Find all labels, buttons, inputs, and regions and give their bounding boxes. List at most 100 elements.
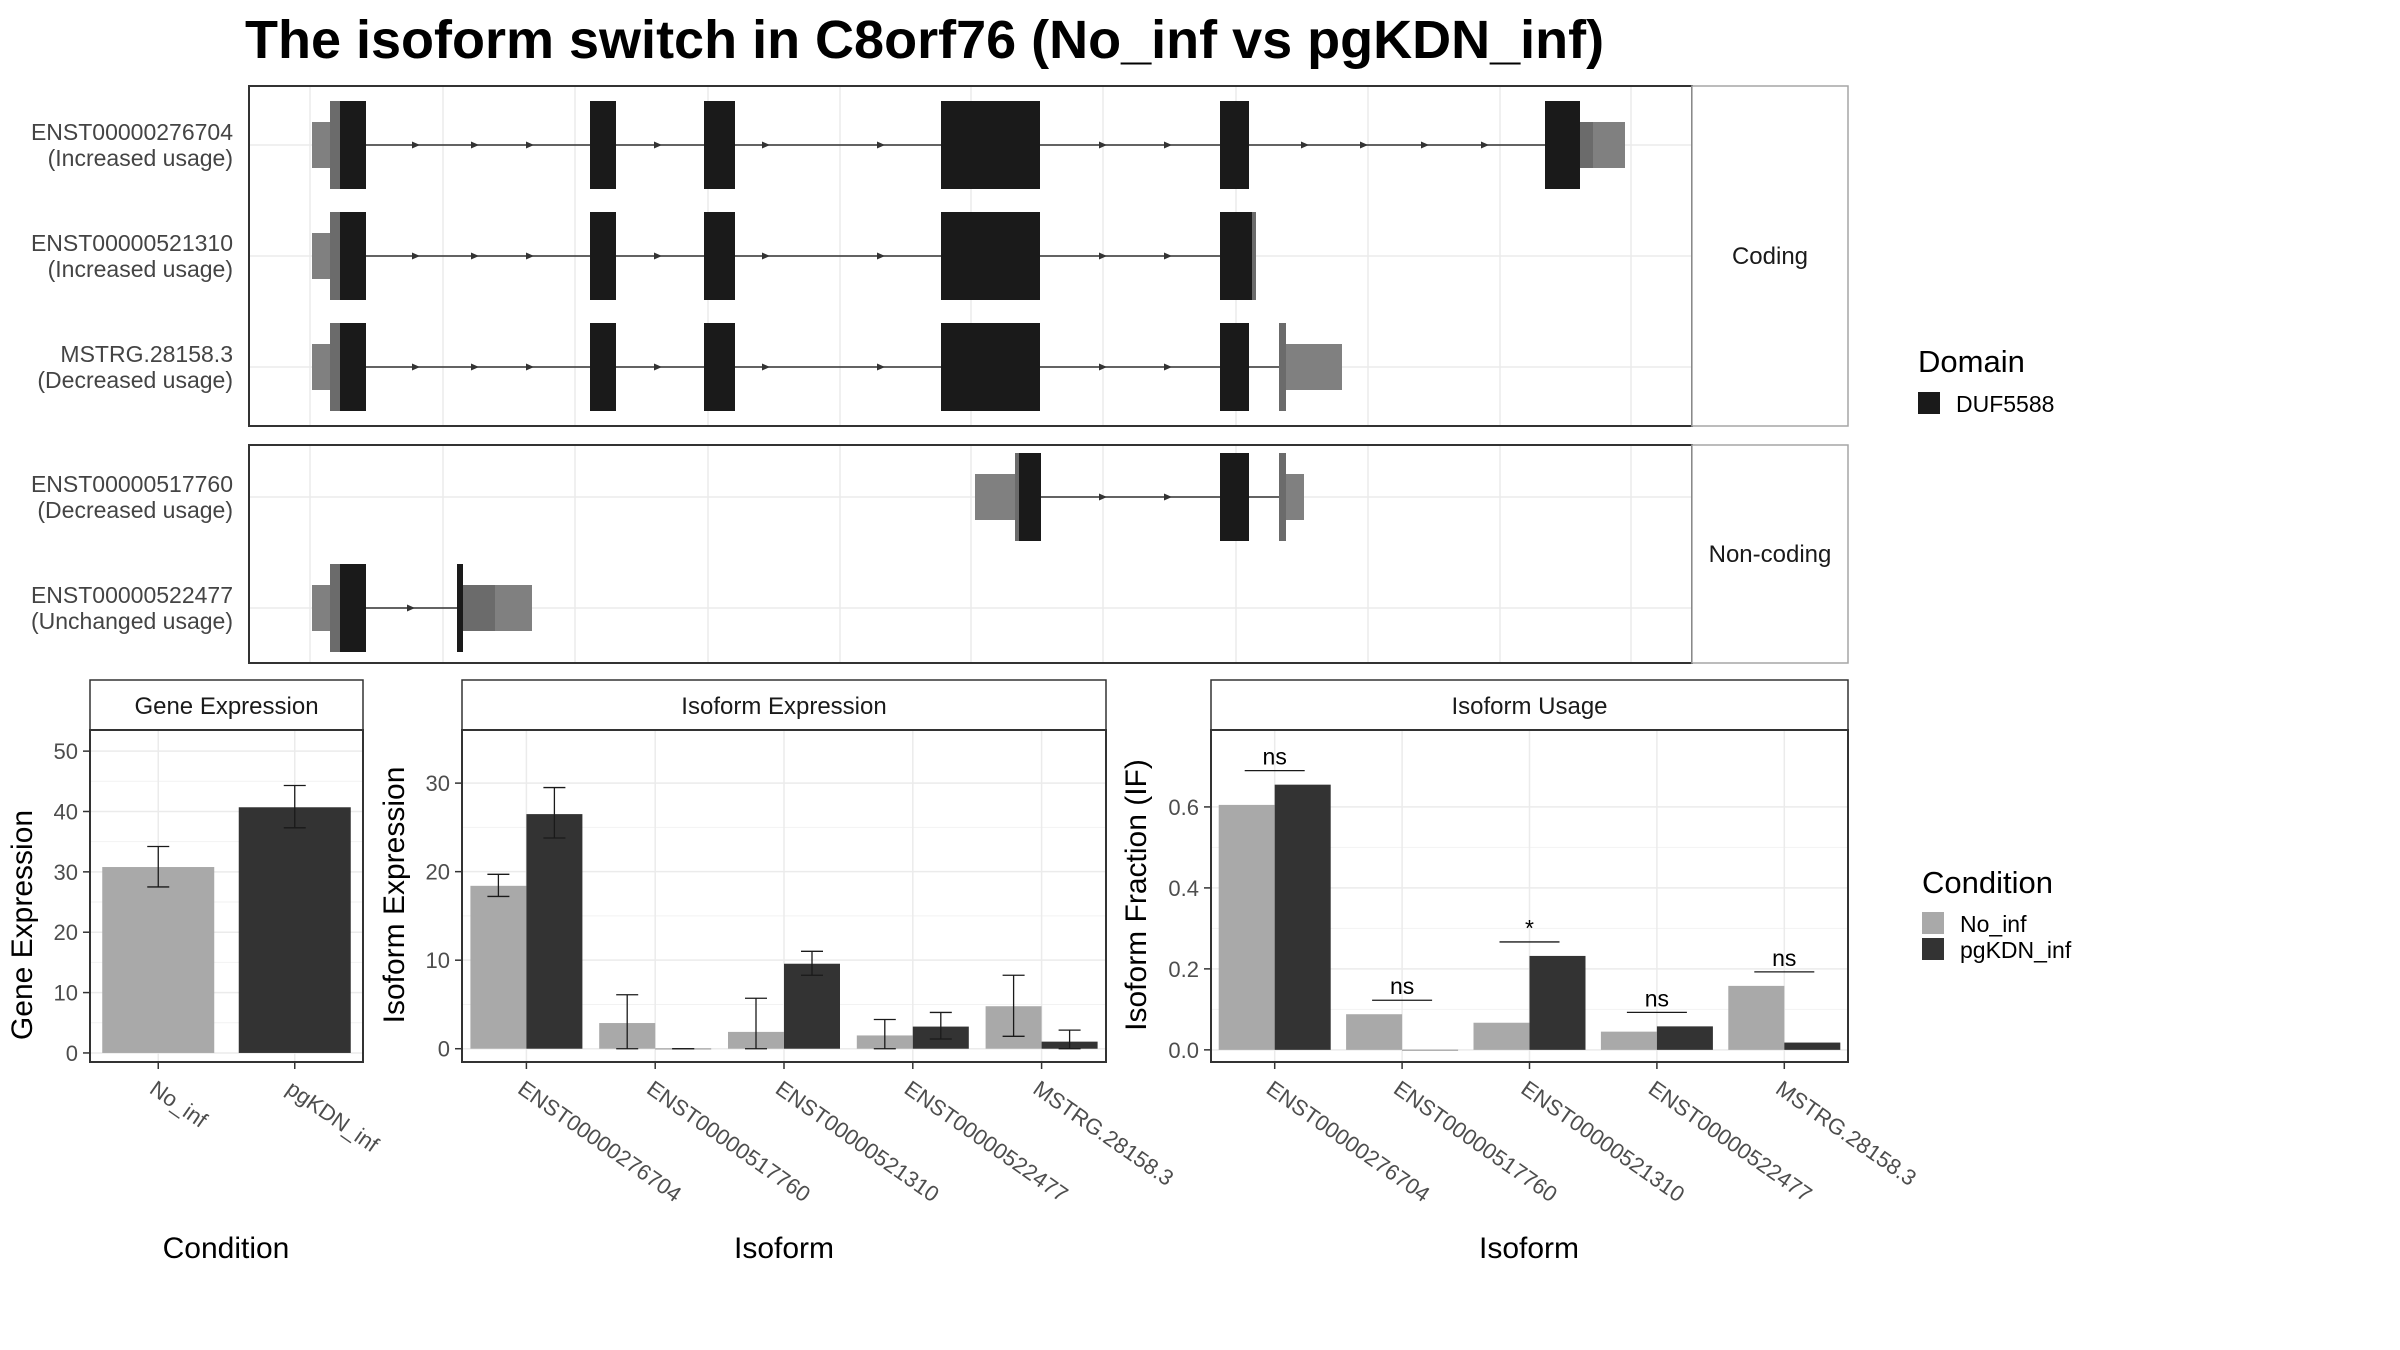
- transcript-id-label: ENST00000276704: [31, 119, 233, 145]
- y-tick-label: 0.0: [1168, 1038, 1199, 1063]
- transcript-id-label: MSTRG.28158.3: [60, 341, 233, 367]
- bar: [1346, 1014, 1403, 1050]
- strand-arrow: [1421, 141, 1429, 149]
- transcript-usage-label: (Increased usage): [48, 256, 233, 282]
- exon-utr: [312, 122, 330, 168]
- strand-arrow: [762, 141, 770, 149]
- condition-legend-title: Condition: [1922, 865, 2053, 900]
- exon-domain: [704, 101, 735, 189]
- exon-domain: [590, 101, 616, 189]
- condition-legend-swatch-pgkdn-inf: [1922, 938, 1944, 960]
- exon-utr: [975, 474, 1015, 520]
- exon-utr: [1279, 453, 1286, 541]
- exon-domain: [941, 212, 1040, 300]
- isoform-expression-xlabel: Isoform: [734, 1232, 834, 1265]
- strand-arrow: [471, 141, 479, 149]
- gene-expression-ylabel: Gene Expression: [6, 810, 39, 1040]
- exon-domain: [1545, 101, 1580, 189]
- transcript-id-label: ENST00000522477: [31, 582, 233, 608]
- strand-arrow: [654, 252, 662, 260]
- transcript-usage-label: (Increased usage): [48, 145, 233, 171]
- exon-utr: [330, 564, 340, 652]
- strand-arrow: [877, 141, 885, 149]
- strand-arrow: [412, 252, 420, 260]
- exon-utr: [1286, 344, 1342, 390]
- condition-legend-label: No_inf: [1960, 911, 2027, 937]
- condition-legend: Condition No_inf pgKDN_inf: [1922, 865, 2072, 963]
- condition-legend-swatch-no-inf: [1922, 912, 1944, 934]
- exon-domain: [941, 323, 1040, 411]
- exon-domain: [340, 323, 366, 411]
- strand-arrow: [1164, 493, 1172, 501]
- strand-arrow: [762, 363, 770, 371]
- y-tick-label: 10: [426, 948, 450, 973]
- strand-arrow: [412, 363, 420, 371]
- strand-arrow: [877, 252, 885, 260]
- panel-title-isoform-expression: Isoform Expression: [681, 693, 886, 720]
- transcript-track: [312, 212, 1256, 300]
- significance-label: ns: [1390, 973, 1414, 999]
- figure-title: The isoform switch in C8orf76 (No_inf vs…: [245, 10, 1604, 70]
- bar: [1784, 1042, 1841, 1050]
- bar: [1402, 1049, 1459, 1051]
- exon-utr: [330, 212, 340, 300]
- strand-arrow: [654, 363, 662, 371]
- strand-arrow: [654, 141, 662, 149]
- structure-grid-noncoding: [250, 446, 1691, 662]
- y-tick-label: 0: [66, 1041, 78, 1066]
- bar: [470, 885, 527, 1049]
- exon-utr: [312, 585, 330, 631]
- bar: [1728, 985, 1785, 1050]
- exon-utr: [1580, 122, 1593, 168]
- significance-label: ns: [1645, 985, 1669, 1011]
- exon-domain: [1220, 453, 1249, 541]
- strand-arrow: [526, 363, 534, 371]
- panel-title-gene-expression: Gene Expression: [134, 693, 318, 720]
- strand-arrow: [1164, 252, 1172, 260]
- domain-legend-swatch: [1918, 392, 1940, 414]
- y-tick-label: 0.6: [1168, 795, 1199, 820]
- exon-utr: [312, 344, 330, 390]
- exon-domain: [1019, 453, 1041, 541]
- significance-label: *: [1525, 915, 1534, 941]
- facet-label-coding: Coding: [1732, 243, 1808, 270]
- y-tick-label: 20: [426, 860, 450, 885]
- exon-utr: [1015, 453, 1019, 541]
- transcript-track: [975, 453, 1304, 541]
- bar: [102, 867, 215, 1053]
- structure-panel-coding: [248, 85, 1693, 427]
- x-tick-label: pgKDN_inf: [282, 1076, 384, 1158]
- y-tick-label: 30: [426, 771, 450, 796]
- significance-label: ns: [1263, 744, 1287, 770]
- exon-utr: [463, 585, 495, 631]
- y-tick-label: 20: [54, 920, 78, 945]
- transcript-track: [312, 564, 532, 652]
- bar: [1656, 1026, 1713, 1050]
- exon-utr: [312, 233, 330, 279]
- transcript-track: [312, 323, 1342, 411]
- exon-domain: [340, 212, 366, 300]
- y-tick-label: 0.4: [1168, 876, 1199, 901]
- exon-domain: [340, 564, 366, 652]
- exon-domain: [457, 564, 463, 652]
- exon-utr: [1279, 323, 1286, 411]
- transcript-labels: ENST00000276704 (Increased usage) ENST00…: [31, 119, 233, 634]
- transcript-usage-label: (Decreased usage): [37, 367, 233, 393]
- bar: [526, 814, 583, 1049]
- strand-arrow: [1301, 141, 1309, 149]
- bar: [1600, 1031, 1657, 1050]
- isoform-expression-ylabel: Isoform Expression: [378, 767, 411, 1024]
- isoform-usage-xlabel: Isoform: [1479, 1232, 1579, 1265]
- strip-gene-expression: [89, 679, 364, 731]
- strip-noncoding: Non-coding: [1691, 444, 1849, 664]
- strand-arrow: [1099, 363, 1107, 371]
- strand-arrow: [471, 252, 479, 260]
- transcript-id-label: ENST00000521310: [31, 230, 233, 256]
- bar: [1529, 955, 1586, 1050]
- isoform-usage-panel: Isoform Usage 0.00.20.40.6ENST0000027670…: [1120, 679, 1921, 1265]
- domain-legend-title: Domain: [1918, 344, 2025, 379]
- exon-utr: [1593, 122, 1625, 168]
- y-tick-label: 50: [54, 739, 78, 764]
- condition-legend-label: pgKDN_inf: [1960, 937, 2072, 963]
- strand-arrow: [1099, 141, 1107, 149]
